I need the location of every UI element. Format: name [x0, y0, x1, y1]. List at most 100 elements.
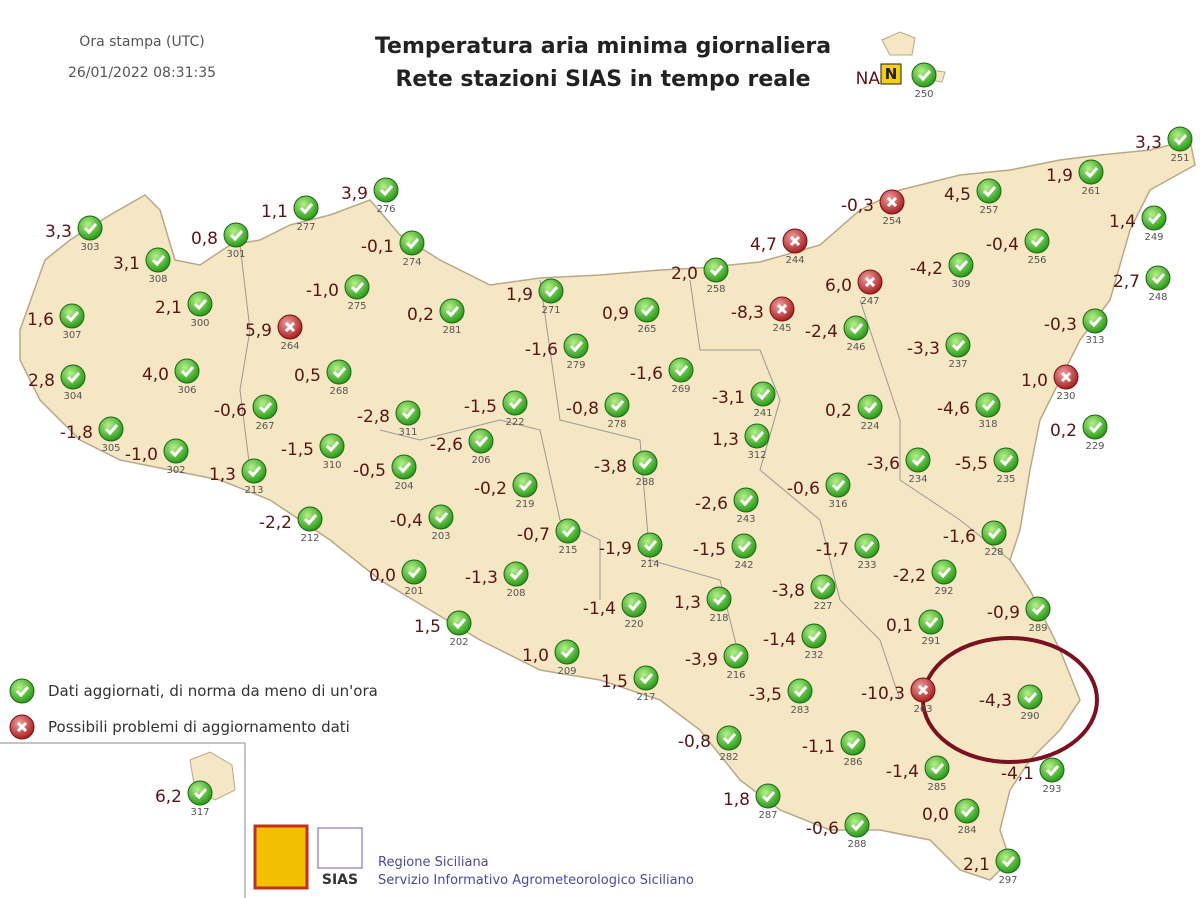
- station-ok-icon: [976, 178, 1002, 204]
- station-ok-icon: [604, 392, 630, 418]
- icon-circle: [632, 450, 658, 476]
- station-ok-icon: [975, 392, 1001, 418]
- station-id: 254: [882, 216, 901, 227]
- station-temp: -4,2: [910, 259, 943, 279]
- station-ok-icon: [844, 812, 870, 838]
- station-id: 312: [747, 450, 766, 461]
- station-id: 288: [847, 839, 866, 850]
- station-id: 284: [957, 825, 976, 836]
- icon-check: [325, 441, 340, 453]
- station-ok-icon: [840, 730, 866, 756]
- station-id: 250: [914, 89, 933, 100]
- station-id: 297: [998, 875, 1017, 886]
- station-temp: -1,7: [816, 540, 849, 560]
- station-id: 313: [1085, 335, 1104, 346]
- station-temp: 0,2: [825, 401, 852, 421]
- icon-check: [434, 512, 449, 524]
- station-ok-icon: [293, 195, 319, 221]
- station-ok-icon: [163, 438, 189, 464]
- icon-check: [474, 436, 489, 448]
- station-temp: -1,9: [599, 539, 632, 559]
- station-temp: 2,1: [963, 855, 990, 875]
- station-temp: -1,5: [693, 540, 726, 560]
- station-ok-icon: [948, 252, 974, 278]
- station-temp: -0,4: [390, 511, 423, 531]
- icon-check: [863, 402, 878, 414]
- icon-check: [247, 466, 262, 478]
- station-temp: -0,1: [361, 237, 394, 257]
- station-ok-icon: [77, 215, 103, 241]
- station-ok-icon: [905, 447, 931, 473]
- station-ok-icon: [326, 359, 352, 385]
- icon-check: [761, 791, 776, 803]
- icon-circle: [223, 222, 249, 248]
- station-temp: -1,5: [281, 440, 314, 460]
- station-temp: -1,6: [630, 364, 663, 384]
- footer-line: Servizio Informativo Agrometeorologico S…: [378, 873, 694, 888]
- station-temp: -1,5: [464, 397, 497, 417]
- icon-circle: [976, 178, 1002, 204]
- station-id: 245: [772, 323, 791, 334]
- icon-check: [180, 366, 195, 378]
- station-id: 287: [758, 810, 777, 821]
- icon-check: [1001, 856, 1016, 868]
- station-temp: -2,2: [259, 513, 292, 533]
- icon-check: [1045, 765, 1060, 777]
- icon-circle: [843, 315, 869, 341]
- icon-check: [793, 686, 808, 698]
- icon-circle: [931, 559, 957, 585]
- station-temp: -0,8: [678, 732, 711, 752]
- station-ok-icon: [468, 428, 494, 454]
- print-label: Ora stampa (UTC): [79, 34, 204, 50]
- station-id: 233: [857, 560, 876, 571]
- icon-cross: [864, 276, 876, 288]
- station-id: 216: [726, 670, 745, 681]
- station-id: 268: [329, 386, 348, 397]
- icon-circle: [439, 298, 465, 324]
- icon-check: [379, 185, 394, 197]
- station-ok-icon: [731, 533, 757, 559]
- icon-check: [917, 70, 932, 82]
- station-ok-icon: [297, 506, 323, 532]
- icon-circle: [428, 504, 454, 530]
- icon-check: [560, 647, 575, 659]
- station-temp: -3,1: [712, 388, 745, 408]
- icon-circle: [1017, 684, 1043, 710]
- station-temp: -2,4: [805, 322, 838, 342]
- icon-circle: [503, 561, 529, 587]
- icon-check: [640, 305, 655, 317]
- icon-check: [999, 455, 1014, 467]
- icon-check: [610, 400, 625, 412]
- station-temp: -3,8: [594, 457, 627, 477]
- station-temp: -4,3: [979, 691, 1012, 711]
- station-temp: -1,4: [886, 762, 919, 782]
- icon-check: [729, 651, 744, 663]
- station-ok-icon: [344, 274, 370, 300]
- station-id: 230: [1056, 391, 1075, 402]
- station-temp: -1,1: [802, 737, 835, 757]
- station-id: 318: [978, 419, 997, 430]
- station-ok-icon: [931, 559, 957, 585]
- station-id: 228: [984, 547, 1003, 558]
- station-temp: 0,0: [922, 805, 949, 825]
- station-temp: 0,2: [407, 305, 434, 325]
- icon-circle: [60, 364, 86, 390]
- n-icon-letter: N: [885, 65, 898, 83]
- station-id: 307: [62, 330, 81, 341]
- icon-check: [1030, 236, 1045, 248]
- icon-circle: [981, 520, 1007, 546]
- icon-check: [569, 341, 584, 353]
- icon-circle: [1039, 757, 1065, 783]
- icon-circle: [918, 609, 944, 635]
- icon-check: [709, 265, 724, 277]
- station-temp: -4,1: [1001, 764, 1034, 784]
- station-ok-icon: [502, 390, 528, 416]
- station-ok-icon: [538, 278, 564, 304]
- icon-check: [397, 462, 412, 474]
- icon-circle: [373, 177, 399, 203]
- station-ok-icon: [145, 247, 171, 273]
- station-id: 204: [394, 481, 413, 492]
- station-temp: 1,1: [261, 202, 288, 222]
- station-ok-icon: [563, 333, 589, 359]
- station-temp: 1,6: [27, 310, 54, 330]
